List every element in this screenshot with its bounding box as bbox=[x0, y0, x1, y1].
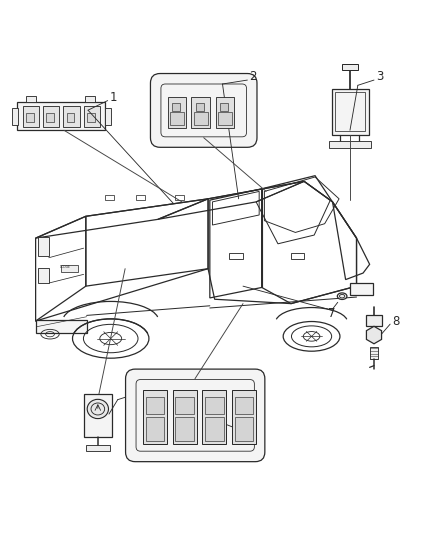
Bar bbox=[216, 96, 234, 128]
Bar bbox=[235, 397, 254, 414]
Bar bbox=[61, 265, 78, 272]
Bar bbox=[335, 92, 365, 131]
Bar bbox=[220, 103, 228, 111]
Bar bbox=[332, 89, 369, 135]
Text: 3: 3 bbox=[376, 70, 383, 83]
Bar bbox=[86, 445, 110, 451]
Bar bbox=[329, 141, 371, 148]
Bar bbox=[36, 320, 87, 333]
Bar bbox=[12, 108, 18, 125]
FancyBboxPatch shape bbox=[126, 369, 265, 462]
Bar bbox=[136, 195, 145, 200]
Bar bbox=[218, 112, 232, 125]
Text: 9: 9 bbox=[237, 422, 244, 434]
Bar bbox=[196, 103, 204, 111]
Bar bbox=[168, 96, 186, 128]
Bar bbox=[22, 106, 39, 127]
Bar bbox=[175, 417, 194, 441]
Bar bbox=[191, 96, 210, 128]
Bar bbox=[366, 316, 382, 326]
Text: 7: 7 bbox=[328, 307, 336, 320]
Bar bbox=[350, 282, 373, 295]
Bar bbox=[85, 96, 95, 102]
Bar bbox=[175, 397, 194, 414]
Text: DODGE: DODGE bbox=[60, 265, 71, 269]
Bar bbox=[38, 268, 49, 283]
Bar bbox=[67, 113, 74, 123]
Bar bbox=[26, 96, 35, 102]
Ellipse shape bbox=[337, 293, 347, 300]
Bar bbox=[194, 112, 208, 125]
Bar bbox=[173, 390, 197, 444]
Text: 1: 1 bbox=[110, 91, 117, 103]
Bar bbox=[106, 195, 114, 200]
Bar bbox=[105, 108, 111, 125]
Bar bbox=[42, 106, 59, 127]
Text: 2: 2 bbox=[249, 70, 257, 83]
Bar bbox=[370, 348, 378, 359]
Bar bbox=[343, 64, 358, 70]
Bar bbox=[143, 390, 167, 444]
Ellipse shape bbox=[87, 399, 109, 418]
Bar bbox=[291, 253, 304, 259]
Bar bbox=[146, 397, 164, 414]
Bar bbox=[87, 113, 95, 123]
Bar bbox=[17, 102, 105, 130]
Bar bbox=[232, 390, 256, 444]
Polygon shape bbox=[367, 326, 381, 344]
Bar bbox=[84, 106, 100, 127]
Bar bbox=[229, 253, 243, 259]
Bar bbox=[63, 106, 80, 127]
Bar bbox=[26, 113, 34, 123]
Bar bbox=[46, 113, 54, 123]
Bar bbox=[172, 103, 180, 111]
Bar bbox=[84, 394, 112, 437]
Bar bbox=[170, 112, 184, 125]
Text: 6: 6 bbox=[140, 383, 148, 396]
Bar bbox=[38, 237, 49, 256]
FancyBboxPatch shape bbox=[150, 74, 257, 147]
Text: 8: 8 bbox=[392, 314, 399, 328]
Bar bbox=[205, 397, 224, 414]
Bar bbox=[146, 417, 164, 441]
Bar bbox=[205, 417, 224, 441]
Bar bbox=[202, 390, 226, 444]
Bar bbox=[235, 417, 254, 441]
Bar bbox=[175, 195, 184, 200]
